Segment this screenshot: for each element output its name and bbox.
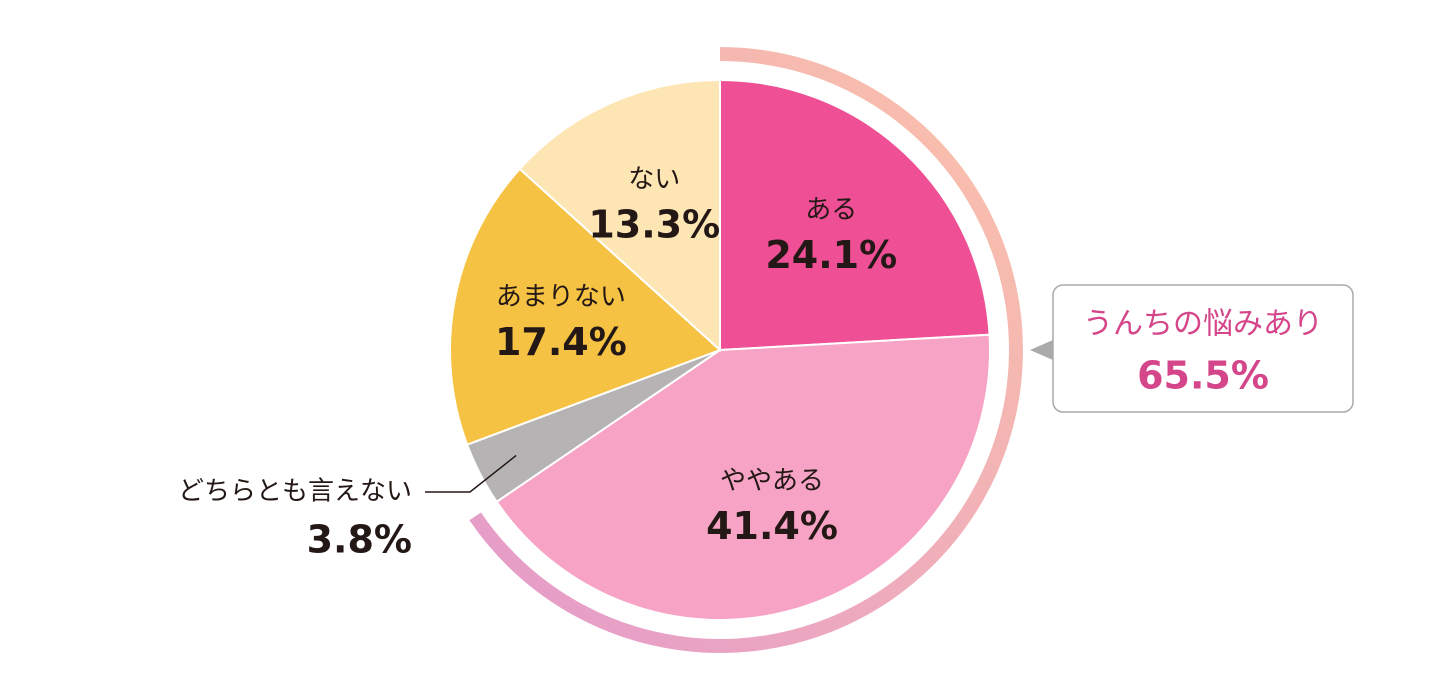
slice-label: ない (628, 164, 680, 194)
slice-label: どちらとも言えない (178, 477, 412, 507)
pie-slice (495, 333, 991, 621)
slice-label: ある (805, 195, 857, 225)
slice-value: 24.1% (765, 233, 897, 277)
leader-line (425, 454, 517, 493)
callout-pointer (1030, 340, 1053, 360)
slice-label: ややある (720, 466, 824, 496)
pie-slice (518, 78, 721, 353)
callout-value: 65.5% (1137, 354, 1269, 398)
pie-outline (443, 73, 997, 627)
slice-value: 17.4% (495, 320, 627, 364)
callout-label: うんちの悩みあり (1083, 307, 1323, 342)
slice-value: 13.3% (588, 202, 720, 246)
slice-label: あまりない (496, 282, 626, 312)
callout-arc (469, 47, 1023, 653)
slice-value: 41.4% (706, 504, 838, 548)
pie-slice (449, 167, 722, 446)
pie-slice (719, 78, 991, 352)
slice-value: 3.8% (307, 518, 412, 562)
